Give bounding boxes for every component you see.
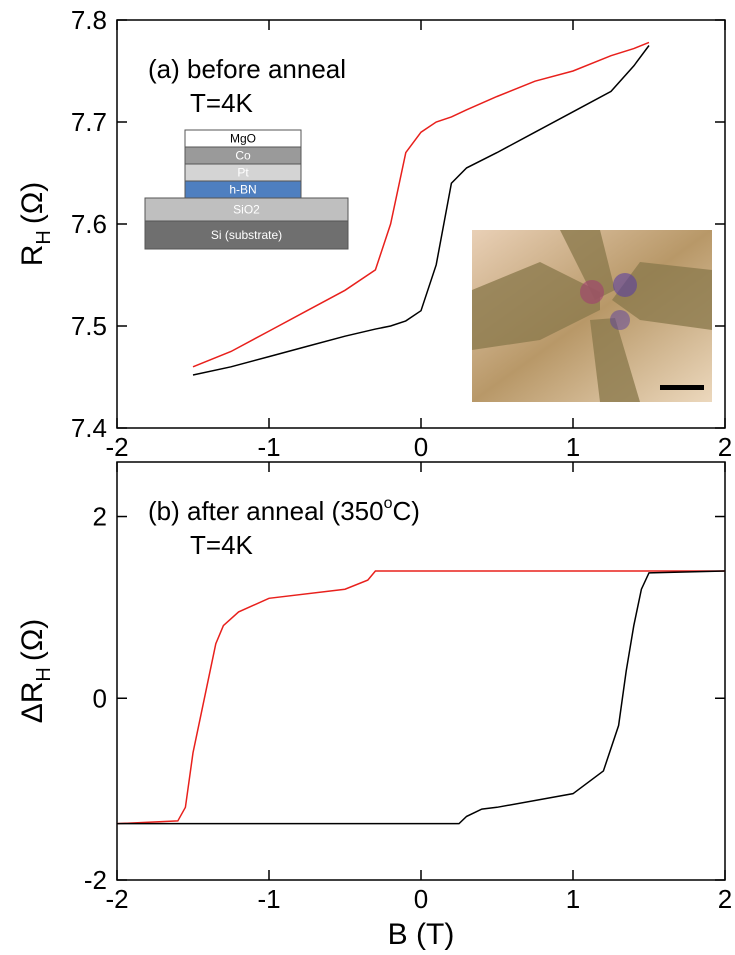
y-label-main: ΔR [16, 682, 49, 724]
x-tick-label: 1 [566, 884, 580, 914]
y-tick-label: 0 [93, 683, 107, 713]
annotation: (b) after anneal (350oC) [148, 495, 420, 526]
annotation: T=4K [190, 530, 254, 560]
layer-label: Pt [237, 166, 249, 180]
y-tick-label: 7.5 [71, 311, 107, 341]
y-tick-label: 7.8 [71, 5, 107, 35]
micrograph [472, 230, 712, 402]
annotation: (a) before anneal [148, 54, 346, 84]
y-label-sub: H [33, 230, 55, 244]
y-label-unit: (Ω) [16, 619, 49, 661]
y-label-unit: (Ω) [16, 182, 49, 224]
annotation-text: (b) after anneal (350 [148, 496, 384, 526]
x-tick-label: 1 [566, 432, 580, 462]
y-label-sub: H [33, 667, 55, 681]
x-tick-label: -2 [105, 432, 128, 462]
annotation: T=4K [190, 88, 254, 118]
y-tick-label: 2 [93, 502, 107, 532]
y-tick-label: -2 [84, 865, 107, 895]
x-tick-label: 0 [414, 432, 428, 462]
layer-label: h-BN [229, 183, 256, 197]
data-line [117, 570, 726, 825]
y-axis-label: ΔRH (Ω) [16, 619, 55, 724]
y-label-main: R [16, 245, 49, 267]
annotation-sup: o [384, 495, 393, 512]
layer-label: Co [235, 149, 251, 163]
x-tick-label: 2 [718, 432, 732, 462]
annotation-text: (a) before anneal [148, 54, 346, 84]
layer-label: Si (substrate) [211, 228, 282, 242]
annotation-end: C) [393, 496, 420, 526]
x-tick-label: 0 [414, 884, 428, 914]
data-line [192, 41, 650, 368]
x-tick-label: -1 [257, 432, 280, 462]
layer-label: SiO2 [233, 203, 260, 217]
y-tick-label: 7.7 [71, 107, 107, 137]
x-axis-label: B (T) [388, 918, 455, 950]
x-tick-label: -1 [257, 884, 280, 914]
x-tick-label: 2 [718, 884, 732, 914]
y-tick-label: 7.6 [71, 209, 107, 239]
y-axis-label: RH (Ω) [16, 182, 55, 267]
layer [144, 220, 349, 250]
x-tick-label: -2 [105, 884, 128, 914]
y-tick-label: 7.4 [71, 413, 107, 443]
layer-label: MgO [230, 132, 256, 146]
data-line [192, 45, 650, 376]
data-line [116, 570, 725, 825]
